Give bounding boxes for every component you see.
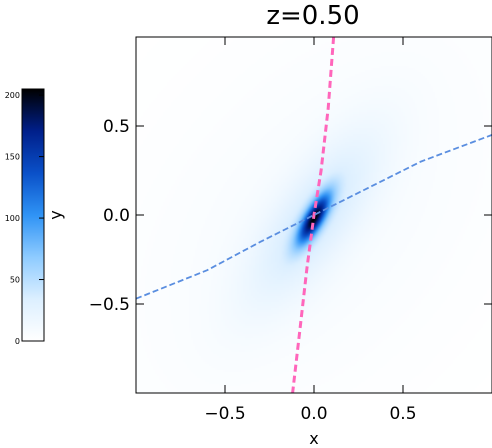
chart-title: z=0.50 — [266, 1, 359, 31]
colorbar-tick-label: 0 — [15, 337, 20, 346]
colorbar: 0 50 100 150 200 — [5, 88, 45, 346]
x-axis-ticks: −0.5 0.0 0.5 — [204, 37, 417, 424]
x-axis-label: x — [309, 429, 318, 448]
colorbar-tick-label: 150 — [5, 153, 20, 162]
profile-lines — [135, 36, 492, 394]
colorbar-tick-label: 100 — [5, 214, 20, 223]
colorbar-gradient — [21, 88, 45, 342]
x-tick-label: −0.5 — [204, 404, 245, 424]
y-tick-label: −0.5 — [89, 295, 130, 315]
y-axis-ticks: −0.5 0.0 0.5 — [89, 117, 492, 315]
colorbar-ticks: 0 50 100 150 200 — [5, 91, 44, 346]
colorbar-tick-label: 50 — [10, 276, 20, 285]
x-tick-label: 0.0 — [300, 404, 327, 424]
y-tick-label: 0.0 — [103, 206, 130, 226]
y-tick-label: 0.5 — [103, 117, 130, 137]
profile-line-1 — [291, 36, 336, 394]
plot-area: −0.5 0.0 0.5 −0.5 0.0 0.5 — [89, 36, 492, 424]
profile-line-2 — [135, 134, 492, 300]
x-tick-label: 0.5 — [389, 404, 416, 424]
y-axis-label: y — [46, 210, 65, 219]
colorbar-tick-label: 200 — [5, 91, 20, 100]
